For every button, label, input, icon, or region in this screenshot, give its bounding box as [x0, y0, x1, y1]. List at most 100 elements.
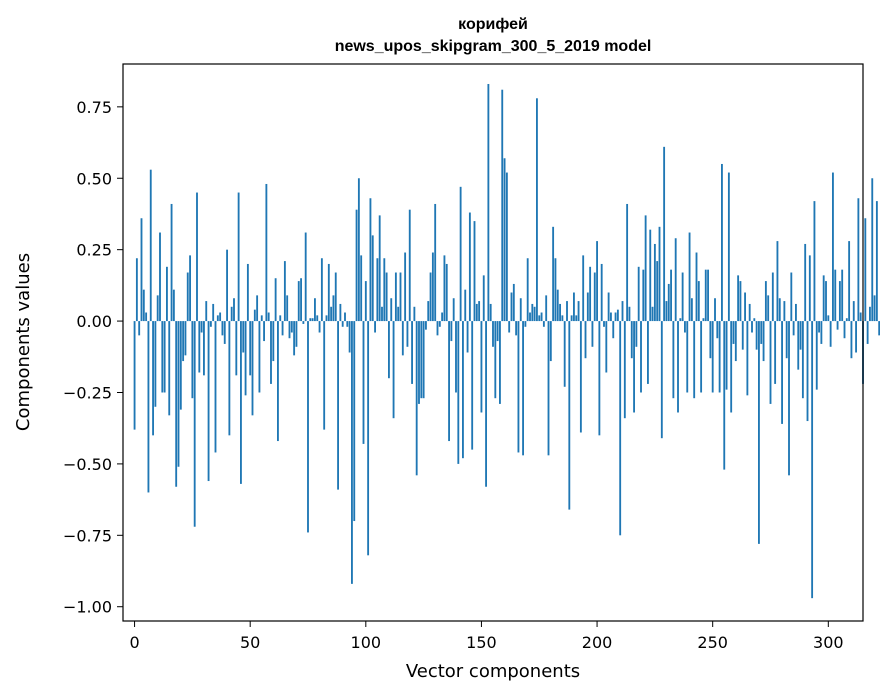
bar	[688, 232, 691, 322]
bar	[355, 209, 358, 322]
bar	[482, 275, 485, 322]
bar	[690, 298, 693, 322]
bar	[184, 321, 187, 356]
bar	[494, 321, 497, 399]
bar	[207, 321, 210, 482]
bar	[808, 255, 811, 322]
bar	[434, 203, 437, 322]
bar	[529, 312, 531, 322]
bar	[783, 301, 786, 322]
bar	[304, 232, 307, 322]
bar	[411, 321, 413, 384]
bar	[260, 315, 263, 322]
bar	[415, 321, 418, 476]
bar	[834, 269, 837, 322]
bar	[871, 178, 874, 322]
bar	[360, 255, 363, 322]
bar	[681, 272, 684, 322]
bar	[147, 321, 150, 493]
bar	[258, 321, 261, 393]
bar	[517, 321, 520, 453]
bar	[510, 292, 513, 322]
bar	[552, 226, 555, 322]
y-tick-label: −0.50	[63, 455, 112, 474]
bar	[508, 321, 511, 333]
bar	[614, 312, 617, 322]
bar	[242, 321, 245, 353]
bar	[737, 275, 740, 322]
bar	[630, 321, 633, 359]
bar	[538, 315, 541, 322]
bar	[612, 321, 615, 339]
bar	[364, 281, 367, 322]
bar	[288, 321, 291, 339]
bar	[827, 315, 830, 322]
bar	[653, 243, 656, 322]
bar	[515, 321, 518, 336]
bar	[168, 321, 171, 416]
bar	[348, 321, 351, 353]
bar	[297, 281, 300, 322]
bar	[788, 321, 790, 476]
bar	[665, 301, 668, 322]
bar	[425, 321, 427, 330]
bar	[404, 252, 407, 322]
bar	[161, 321, 164, 393]
bar	[561, 315, 564, 322]
bar	[219, 312, 222, 322]
bar	[314, 298, 316, 322]
y-tick-label: −1.00	[63, 598, 112, 617]
bar	[166, 266, 168, 322]
bar	[265, 183, 268, 322]
bar	[878, 321, 880, 336]
bar	[223, 321, 226, 344]
bar	[647, 321, 649, 384]
bar	[142, 289, 145, 322]
bar	[603, 321, 605, 327]
bar	[193, 321, 196, 527]
bar	[341, 321, 344, 327]
bar	[820, 321, 823, 344]
bar	[873, 295, 876, 322]
bar	[205, 301, 208, 322]
bar	[707, 269, 709, 322]
bar	[189, 255, 191, 322]
bar	[801, 321, 804, 399]
bar	[397, 306, 400, 322]
bar	[390, 298, 393, 322]
bar	[320, 258, 323, 322]
bar	[422, 321, 425, 399]
bar	[505, 172, 508, 322]
bar	[371, 235, 374, 322]
bar	[790, 272, 793, 322]
bar	[857, 198, 860, 322]
bar	[240, 321, 242, 484]
bar	[542, 321, 545, 327]
bar	[575, 315, 578, 322]
bar	[369, 198, 372, 322]
bar	[496, 321, 499, 342]
bar	[785, 321, 788, 359]
bar	[547, 321, 550, 456]
bar	[200, 321, 203, 333]
x-axis: 0 50 100 150 200 250 300	[129, 621, 844, 652]
bar	[633, 321, 635, 413]
bar	[859, 312, 862, 322]
y-tick-label: 0.75	[76, 98, 112, 117]
bar	[563, 321, 566, 387]
bar	[212, 303, 215, 322]
bar	[591, 321, 594, 347]
bar	[758, 321, 760, 544]
bar	[526, 258, 529, 322]
x-tick-label: 0	[129, 633, 139, 652]
bar	[697, 281, 700, 322]
bar	[438, 321, 441, 327]
bar	[718, 321, 721, 393]
bar	[598, 321, 601, 436]
bar	[214, 321, 217, 453]
bar	[344, 312, 346, 322]
bar	[216, 315, 219, 322]
bar	[175, 321, 178, 487]
bar	[163, 321, 166, 393]
